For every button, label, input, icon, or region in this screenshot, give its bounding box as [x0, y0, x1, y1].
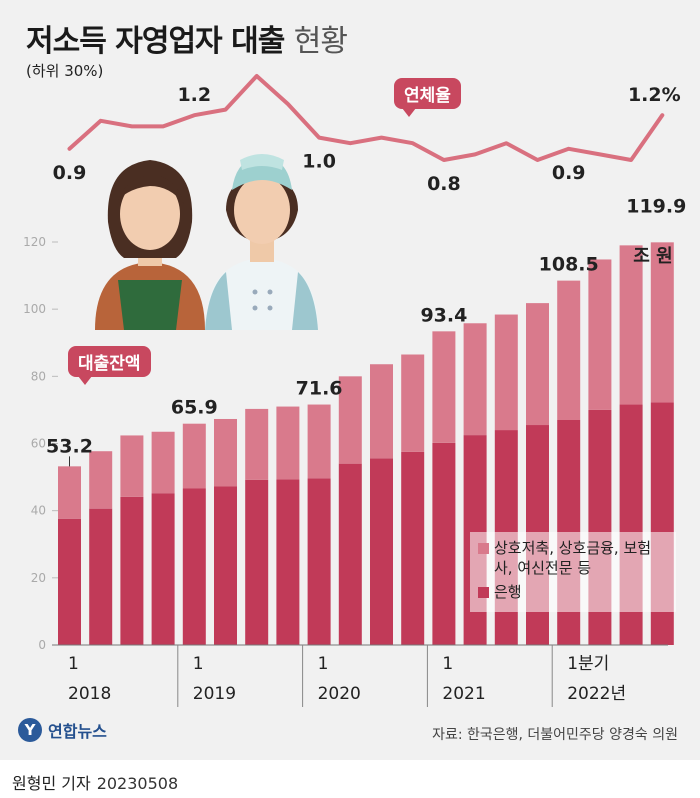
reporter-name: 원형민 기자 [12, 774, 91, 793]
y-tick-label: 80 [31, 369, 46, 383]
bar-bank-2018Q2 [89, 508, 113, 645]
total-label-2020Q1: 71.6 [296, 378, 343, 400]
rate-label-2018Q1: 0.9 [53, 162, 87, 184]
legend-swatch-nonbank [478, 543, 489, 554]
bar-bank-2020Q3 [370, 458, 393, 645]
bar-nonbank-2022Q1 [557, 280, 581, 420]
rate-label-2019Q1: 1.2 [177, 84, 211, 106]
x-tick-quarter: 1 [318, 654, 329, 674]
total-label-2022Q4: 119.9 [626, 195, 686, 217]
bar-bank-2019Q1 [182, 488, 206, 645]
bar-bank-2018Q3 [120, 496, 144, 645]
bar-nonbank-2020Q3 [370, 364, 393, 459]
bar-nonbank-2020Q1 [307, 404, 331, 479]
source-note: 자료: 한국은행, 더불어민주당 양경숙 의원 [432, 727, 678, 743]
bar-nonbank-2021Q1 [432, 331, 456, 443]
bar-bank-2018Q4 [151, 493, 175, 645]
stacked-bar-chart: 0 20 40 60 80 100 120 1 2018 1 2019 1 2020 1 2021 1분기 2… [23, 74, 686, 707]
x-tick-quarter: 1 [68, 654, 79, 674]
legend-item-bank: 은행 [478, 582, 668, 602]
agency-logo: Y 연합뉴스 [18, 718, 107, 742]
loan-balance-badge: 대출잔액 [68, 346, 151, 385]
bar-bank-2020Q1 [307, 478, 331, 645]
y-tick-label: 120 [23, 235, 46, 249]
rate-label-2021Q1: 0.8 [427, 173, 461, 195]
bar-nonbank-2019Q4 [276, 406, 300, 480]
agency-name: 연합뉴스 [48, 722, 107, 741]
bar-bank-2019Q2 [214, 486, 237, 645]
chart-subtitle: (하위 30%) [26, 62, 104, 80]
publish-date: 20230508 [96, 774, 179, 793]
legend-label-bank: 은행 [494, 583, 522, 601]
bar-bank-2020Q2 [338, 463, 362, 645]
legend: 상호저축, 상호금융, 보험사, 여신전문 등 은행 [470, 532, 676, 612]
bar-nonbank-2019Q2 [214, 418, 237, 487]
x-tick-year: 2020 [318, 684, 361, 704]
bar-nonbank-2018Q2 [89, 451, 113, 509]
rate-label-2020Q1: 1.0 [302, 151, 336, 173]
bar-nonbank-2019Q3 [245, 408, 269, 480]
x-tick-quarter: 1 [193, 654, 204, 674]
delinquency-rate-line [67, 74, 665, 162]
bar-nonbank-2021Q4 [526, 303, 549, 426]
title-suffix: 현황 [293, 24, 348, 59]
bar-nonbank-2021Q2 [463, 323, 487, 436]
bar-nonbank-2022Q2 [588, 259, 612, 410]
total-label-2019Q1: 65.9 [171, 397, 218, 419]
legend-label-nonbank: 상호저축, 상호금융, 보험사, 여신전문 등 [494, 539, 652, 577]
bar-bank-2018Q1 [58, 518, 81, 645]
chart-title: 저소득 자영업자 대출 현황 [26, 16, 348, 60]
bar-bank-2021Q1 [432, 442, 456, 645]
x-tick-year: 2022년 [567, 684, 626, 704]
unit-label: 조 원 [633, 246, 672, 267]
legend-item-nonbank: 상호저축, 상호금융, 보험사, 여신전문 등 [478, 538, 668, 578]
y-tick-label: 40 [31, 504, 46, 518]
yonhap-logo-icon: Y [18, 718, 42, 742]
bar-bank-2020Q4 [401, 451, 425, 645]
chef-icon [205, 154, 318, 330]
rate-label-2022Q4: 1.2% [628, 84, 681, 106]
rate-label-2022Q1: 0.9 [552, 162, 586, 184]
y-tick-label: 0 [38, 638, 46, 652]
bar-bank-2019Q4 [276, 479, 300, 645]
people-illustration [95, 154, 318, 330]
byline: 원형민 기자 20230508 [12, 770, 178, 794]
y-tick-label: 60 [31, 437, 46, 451]
title-main: 저소득 자영업자 대출 [26, 24, 285, 59]
bar-bank-2019Q3 [245, 479, 269, 645]
total-label-2018Q1: 53.2 [46, 435, 93, 457]
y-tick-label: 100 [23, 302, 46, 316]
total-label-2021Q1: 93.4 [420, 304, 467, 326]
bar-nonbank-2022Q3 [619, 245, 643, 405]
bar-nonbank-2018Q3 [120, 435, 144, 497]
shop-owner-icon [95, 160, 205, 330]
delinquency-badge: 연체율 [394, 78, 461, 117]
x-tick-quarter: 1분기 [567, 654, 609, 674]
x-tick-quarter: 1 [442, 654, 453, 674]
bar-nonbank-2018Q1 [58, 466, 81, 519]
x-tick-year: 2021 [442, 684, 485, 704]
bar-nonbank-2018Q4 [151, 431, 175, 494]
x-tick-year: 2019 [193, 684, 236, 704]
bar-nonbank-2021Q3 [494, 314, 518, 431]
total-label-2022Q1: 108.5 [539, 254, 599, 276]
legend-swatch-bank [478, 587, 489, 598]
bar-nonbank-2022Q4 [650, 242, 674, 403]
x-tick-year: 2018 [68, 684, 111, 704]
bar-nonbank-2019Q1 [182, 423, 206, 489]
y-tick-label: 20 [31, 571, 46, 585]
bar-nonbank-2020Q4 [401, 354, 425, 452]
bar-nonbank-2020Q2 [338, 376, 362, 464]
